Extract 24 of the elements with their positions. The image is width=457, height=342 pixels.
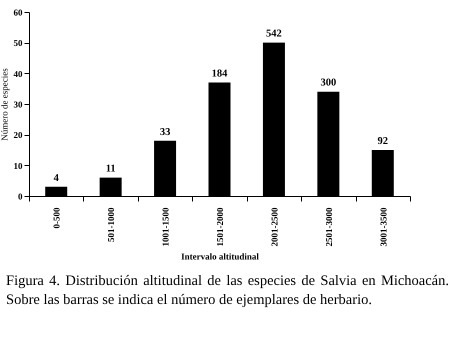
annotation: 11 <box>106 164 116 175</box>
x-tick-label: 2001-2500 <box>269 207 280 246</box>
annotation: 92 <box>378 136 388 147</box>
text: Figura 4. Distribución altitudinal de las especies de Salvia en Michoacán. Sobre las barras se indica el número de ejemplares de herbario. <box>6 272 449 310</box>
annotation: 300 <box>320 78 336 89</box>
annotation: 184 <box>212 68 228 80</box>
y-tick-label: 50 <box>14 38 23 48</box>
x-tick-label: 0-500 <box>52 207 62 228</box>
y-axis-title: Número de especies <box>0 68 10 141</box>
annotation: 33 <box>160 126 170 138</box>
y-tick-label: 20 <box>14 130 23 140</box>
y-tick-label: 10 <box>14 160 23 171</box>
x-tick-label: 2501-3000 <box>324 207 334 246</box>
y-tick-label: 40 <box>14 68 23 79</box>
annotation: 542 <box>266 28 282 40</box>
annotation: 4 <box>54 172 60 184</box>
y-tick-label: 30 <box>14 100 23 110</box>
y-tick-label: 0 <box>18 192 23 202</box>
x-tick-label: 1001-1500 <box>160 207 171 246</box>
y-tick-label: 60 <box>14 8 23 18</box>
x-axis-title: Intervalo altitudinal <box>181 251 260 262</box>
x-tick-label: 501-1000 <box>106 207 116 242</box>
x-tick-label: 1501-2000 <box>215 207 225 246</box>
x-tick-label: 3001-3500 <box>378 207 388 246</box>
